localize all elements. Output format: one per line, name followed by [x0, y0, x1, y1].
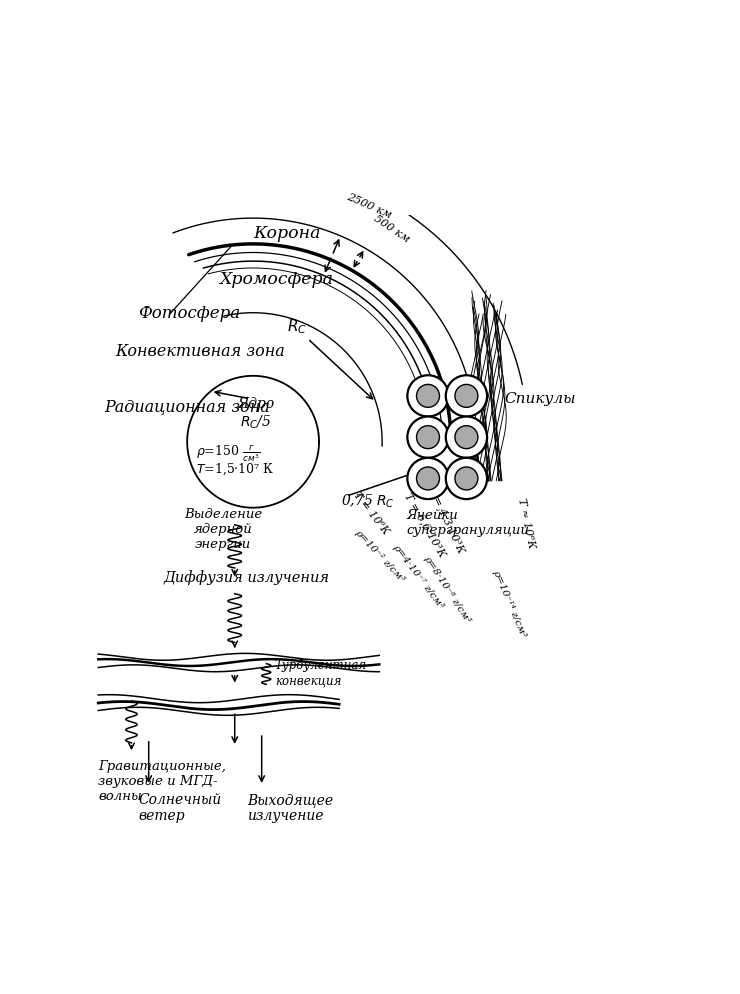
Text: 2500 км: 2500 км	[345, 192, 393, 221]
Text: T = 6,6·10³К: T = 6,6·10³К	[403, 491, 448, 559]
Text: 0,75 $R_C$: 0,75 $R_C$	[341, 492, 395, 510]
Text: Радиационная зона: Радиационная зона	[104, 399, 269, 415]
Text: ρ=10⁻² г/см³: ρ=10⁻² г/см³	[354, 528, 406, 584]
Circle shape	[417, 385, 440, 408]
Circle shape	[445, 458, 487, 499]
Text: $R_C$: $R_C$	[287, 318, 307, 336]
Circle shape	[407, 416, 448, 458]
Circle shape	[407, 375, 448, 416]
Text: Спикулы: Спикулы	[504, 392, 576, 406]
Text: Гравитационные,
звуковые и МГД-
волны: Гравитационные, звуковые и МГД- волны	[98, 760, 226, 803]
Text: T = 10⁶К: T = 10⁶К	[352, 490, 391, 536]
Text: $T$=1,5·10⁷ К: $T$=1,5·10⁷ К	[195, 461, 275, 477]
Text: Фотосфера: Фотосфера	[138, 305, 240, 322]
Text: ρ=4·10⁻⁷ г/см³: ρ=4·10⁻⁷ г/см³	[391, 543, 445, 610]
Circle shape	[455, 385, 478, 408]
Text: ρ=10⁻¹⁴ г/см³: ρ=10⁻¹⁴ г/см³	[491, 569, 528, 639]
Text: 500 км: 500 км	[371, 214, 411, 245]
Text: Турбулентная
конвекция: Турбулентная конвекция	[275, 659, 367, 687]
Text: $\rho$=150 $\frac{г}{см^3}$: $\rho$=150 $\frac{г}{см^3}$	[195, 442, 260, 463]
Text: Ячейки
супергрануляции: Ячейки супергрануляции	[407, 510, 530, 538]
Text: Конвективная зона: Конвективная зона	[115, 343, 285, 360]
Text: Выделение
ядерной
энергии: Выделение ядерной энергии	[184, 508, 263, 551]
Text: Ядро
$R_C$/5: Ядро $R_C$/5	[238, 398, 275, 431]
Text: ρ=8·10⁻⁸ г/см³: ρ=8·10⁻⁸ г/см³	[423, 554, 472, 624]
Text: Солнечный
ветер: Солнечный ветер	[138, 793, 221, 823]
Text: T = 4,3·10³К: T = 4,3·10³К	[427, 485, 466, 555]
Circle shape	[445, 416, 487, 458]
Circle shape	[455, 467, 478, 490]
Circle shape	[417, 467, 440, 490]
Text: Выходящее
излучение: Выходящее излучение	[247, 793, 334, 823]
Text: Корона: Корона	[253, 225, 320, 243]
Text: Диффузия излучения: Диффузия излучения	[163, 571, 329, 585]
Circle shape	[445, 375, 487, 416]
Text: Хромосфера: Хромосфера	[219, 271, 333, 288]
Circle shape	[455, 425, 478, 448]
Text: T ≈ 10⁶К: T ≈ 10⁶К	[517, 497, 537, 549]
Circle shape	[407, 458, 448, 499]
Circle shape	[417, 425, 440, 448]
